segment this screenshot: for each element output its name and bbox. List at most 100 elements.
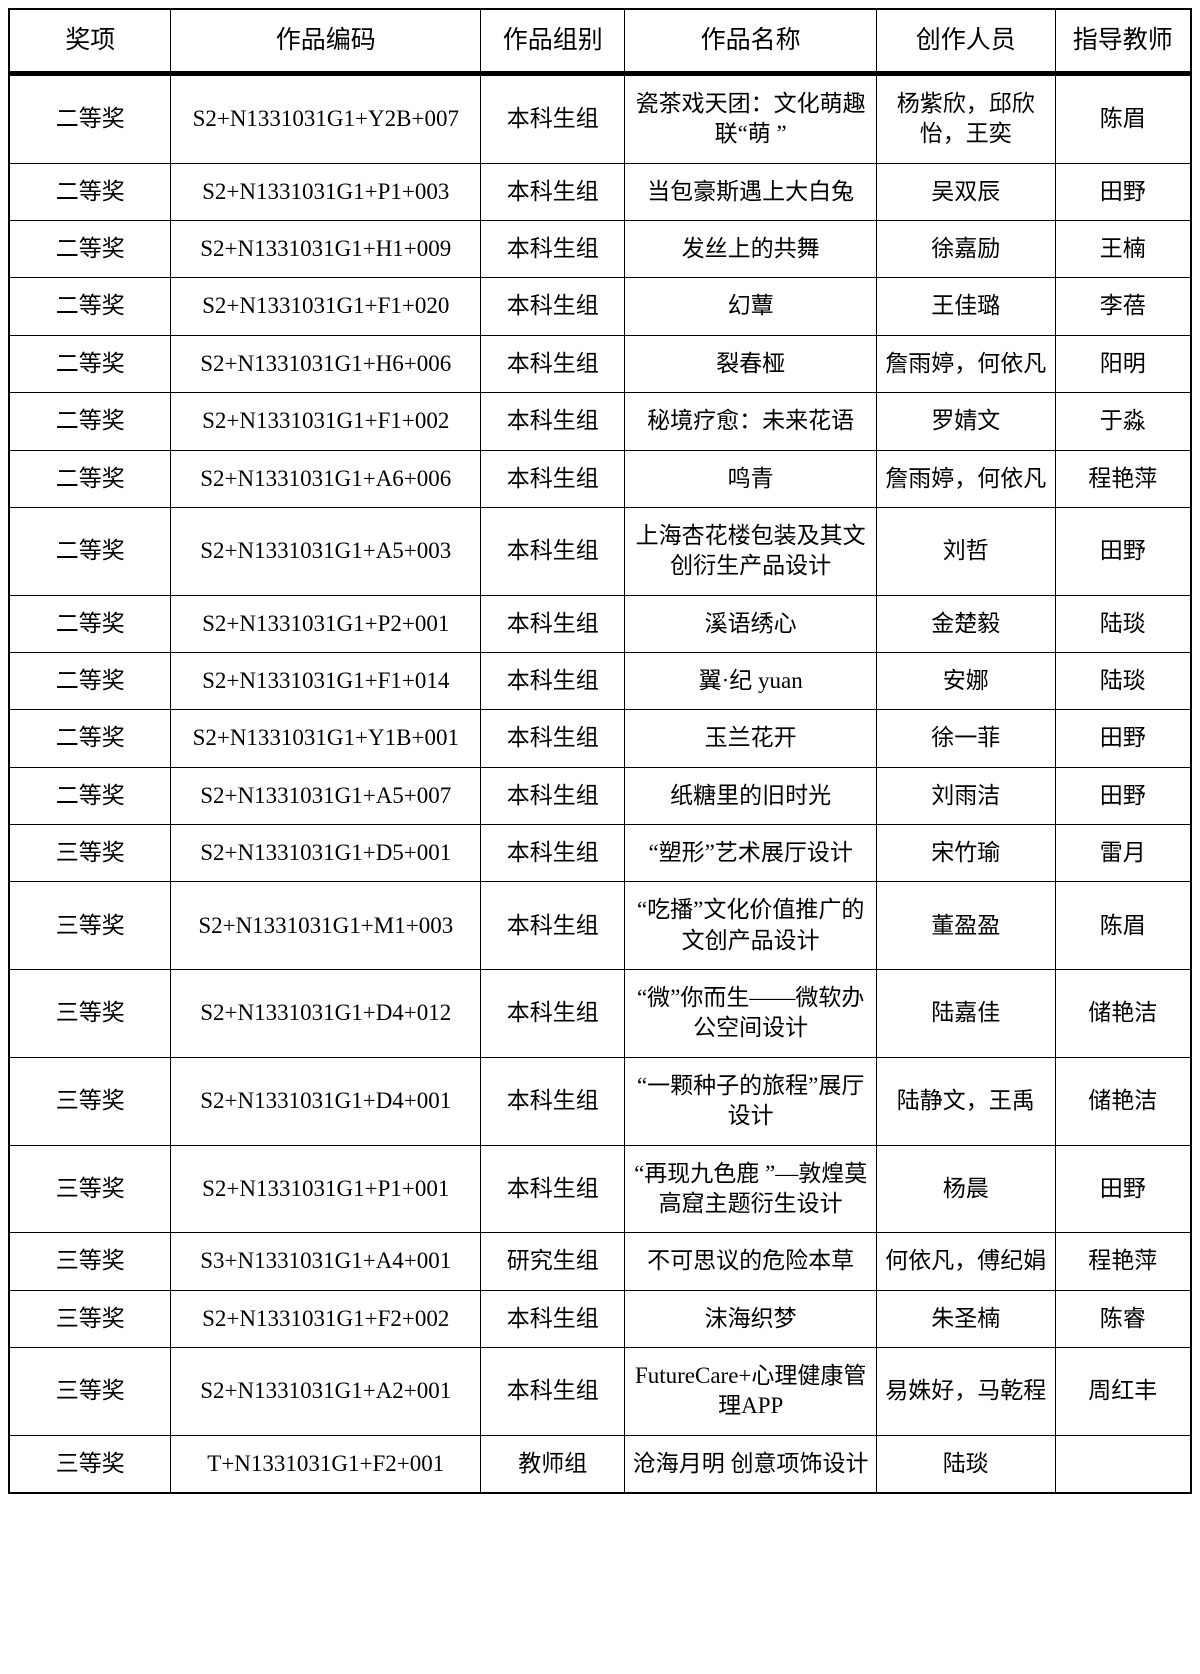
cell-creators: 陆静文，王禹 bbox=[876, 1056, 1056, 1146]
cell-creators: 徐一菲 bbox=[876, 709, 1056, 768]
cell-group: 本科生组 bbox=[480, 766, 626, 826]
cell-group: 本科生组 bbox=[480, 392, 626, 451]
cell-title: 沫海织梦 bbox=[624, 1289, 878, 1348]
cell-code: S2+N1331031G1+D5+001 bbox=[170, 824, 482, 883]
cell-group: 研究生组 bbox=[480, 1232, 626, 1291]
cell-award: 二等奖 bbox=[8, 709, 172, 768]
cell-award: 二等奖 bbox=[8, 392, 172, 451]
cell-creators: 宋竹瑜 bbox=[876, 824, 1056, 883]
cell-code: S2+N1331031G1+A5+007 bbox=[170, 766, 482, 826]
cell-award: 三等奖 bbox=[8, 881, 172, 971]
cell-group: 本科生组 bbox=[480, 162, 626, 222]
cell-title: 纸糖里的旧时光 bbox=[624, 766, 878, 826]
cell-group: 本科生组 bbox=[480, 506, 626, 596]
cell-advisor: 田野 bbox=[1054, 506, 1192, 596]
cell-creators: 吴双辰 bbox=[876, 162, 1056, 222]
table-row: 二等奖 S2+N1331031G1+Y1B+001 本科生组 玉兰花开 徐一菲 … bbox=[8, 709, 1192, 768]
table-row: 三等奖 S2+N1331031G1+A2+001 本科生组 FutureCare… bbox=[8, 1346, 1192, 1436]
cell-code: S2+N1331031G1+H1+009 bbox=[170, 220, 482, 279]
cell-group: 本科生组 bbox=[480, 1144, 626, 1234]
table-row: 二等奖 S2+N1331031G1+A6+006 本科生组 鸣青 詹雨婷，何依凡… bbox=[8, 449, 1192, 508]
column-header-award: 奖项 bbox=[8, 8, 172, 76]
cell-award: 三等奖 bbox=[8, 1144, 172, 1234]
cell-code: S2+N1331031G1+F1+002 bbox=[170, 392, 482, 451]
cell-award: 三等奖 bbox=[8, 1346, 172, 1436]
cell-code: S2+N1331031G1+P2+001 bbox=[170, 594, 482, 653]
table-row: 二等奖 S2+N1331031G1+P2+001 本科生组 溪语绣心 金楚毅 陆… bbox=[8, 594, 1192, 653]
cell-award: 二等奖 bbox=[8, 594, 172, 653]
cell-title: “一颗种子的旅程”展厅设计 bbox=[624, 1056, 878, 1146]
table-row: 二等奖 S2+N1331031G1+H6+006 本科生组 裂春桠 詹雨婷，何依… bbox=[8, 334, 1192, 394]
cell-advisor: 田野 bbox=[1054, 766, 1192, 826]
cell-creators: 杨紫欣，邱欣怡，王奕 bbox=[876, 73, 1056, 164]
cell-code: S2+N1331031G1+D4+012 bbox=[170, 969, 482, 1058]
cell-code: S2+N1331031G1+A5+003 bbox=[170, 506, 482, 596]
cell-group: 本科生组 bbox=[480, 824, 626, 883]
cell-title: FutureCare+心理健康管理APP bbox=[624, 1346, 878, 1436]
table-row: 三等奖 S3+N1331031G1+A4+001 研究生组 不可思议的危险本草 … bbox=[8, 1232, 1192, 1291]
cell-group: 本科生组 bbox=[480, 73, 626, 164]
cell-advisor: 储艳洁 bbox=[1054, 969, 1192, 1058]
cell-advisor: 储艳洁 bbox=[1054, 1056, 1192, 1146]
cell-advisor: 陆琰 bbox=[1054, 594, 1192, 653]
cell-code: S2+N1331031G1+F1+014 bbox=[170, 651, 482, 711]
cell-group: 本科生组 bbox=[480, 1056, 626, 1146]
awards-table: 奖项 作品编码 作品组别 作品名称 创作人员 指导教师 二等奖 S2+N1331… bbox=[8, 8, 1192, 1495]
cell-group: 本科生组 bbox=[480, 449, 626, 508]
cell-code: S2+N1331031G1+A2+001 bbox=[170, 1346, 482, 1436]
cell-code: S2+N1331031G1+P1+001 bbox=[170, 1144, 482, 1234]
cell-advisor: 雷月 bbox=[1054, 824, 1192, 883]
cell-group: 本科生组 bbox=[480, 709, 626, 768]
cell-creators: 罗婧文 bbox=[876, 392, 1056, 451]
cell-group: 本科生组 bbox=[480, 881, 626, 971]
column-header-group: 作品组别 bbox=[480, 8, 626, 76]
table-row: 三等奖 S2+N1331031G1+F2+002 本科生组 沫海织梦 朱圣楠 陈… bbox=[8, 1289, 1192, 1348]
cell-title: 幻蕈 bbox=[624, 277, 878, 336]
cell-advisor: 陈眉 bbox=[1054, 881, 1192, 971]
cell-creators: 詹雨婷，何依凡 bbox=[876, 449, 1056, 508]
cell-group: 本科生组 bbox=[480, 1289, 626, 1348]
cell-title: “微”你而生——微软办公空间设计 bbox=[624, 969, 878, 1058]
cell-advisor: 王楠 bbox=[1054, 220, 1192, 279]
cell-advisor: 陈睿 bbox=[1054, 1289, 1192, 1348]
cell-creators: 刘雨洁 bbox=[876, 766, 1056, 826]
cell-creators: 何依凡，傅纪娟 bbox=[876, 1232, 1056, 1291]
header-row: 奖项 作品编码 作品组别 作品名称 创作人员 指导教师 bbox=[8, 8, 1192, 76]
table-row: 三等奖 T+N1331031G1+F2+001 教师组 沧海月明 创意项饰设计 … bbox=[8, 1434, 1192, 1494]
cell-advisor: 周红丰 bbox=[1054, 1346, 1192, 1436]
column-header-title: 作品名称 bbox=[624, 8, 878, 76]
cell-title: 上海杏花楼包装及其文创衍生产品设计 bbox=[624, 506, 878, 596]
cell-advisor: 程艳萍 bbox=[1054, 449, 1192, 508]
cell-title: 发丝上的共舞 bbox=[624, 220, 878, 279]
table-row: 二等奖 S2+N1331031G1+H1+009 本科生组 发丝上的共舞 徐嘉励… bbox=[8, 220, 1192, 279]
cell-title: 瓷茶戏天团：文化萌趣联“萌 ” bbox=[624, 73, 878, 164]
cell-award: 三等奖 bbox=[8, 1289, 172, 1348]
table-row: 三等奖 S2+N1331031G1+D4+012 本科生组 “微”你而生——微软… bbox=[8, 969, 1192, 1058]
cell-advisor: 李蓓 bbox=[1054, 277, 1192, 336]
cell-creators: 金楚毅 bbox=[876, 594, 1056, 653]
cell-award: 二等奖 bbox=[8, 73, 172, 164]
cell-award: 二等奖 bbox=[8, 162, 172, 222]
cell-creators: 董盈盈 bbox=[876, 881, 1056, 971]
cell-award: 三等奖 bbox=[8, 1232, 172, 1291]
cell-creators: 徐嘉励 bbox=[876, 220, 1056, 279]
table-row: 二等奖 S2+N1331031G1+F1+002 本科生组 秘境疗愈：未来花语 … bbox=[8, 392, 1192, 451]
cell-code: S2+N1331031G1+Y1B+001 bbox=[170, 709, 482, 768]
cell-group: 本科生组 bbox=[480, 969, 626, 1058]
cell-advisor: 陆琰 bbox=[1054, 651, 1192, 711]
table-row: 二等奖 S2+N1331031G1+A5+003 本科生组 上海杏花楼包装及其文… bbox=[8, 506, 1192, 596]
cell-advisor: 田野 bbox=[1054, 1144, 1192, 1234]
cell-group: 本科生组 bbox=[480, 334, 626, 394]
cell-award: 二等奖 bbox=[8, 277, 172, 336]
table-row: 二等奖 S2+N1331031G1+P1+003 本科生组 当包豪斯遇上大白兔 … bbox=[8, 162, 1192, 222]
table-row: 二等奖 S2+N1331031G1+F1+014 本科生组 翼·纪 yuan 安… bbox=[8, 651, 1192, 711]
cell-code: S2+N1331031G1+F1+020 bbox=[170, 277, 482, 336]
cell-advisor: 阳明 bbox=[1054, 334, 1192, 394]
cell-title: 溪语绣心 bbox=[624, 594, 878, 653]
table-row: 三等奖 S2+N1331031G1+D5+001 本科生组 “塑形”艺术展厅设计… bbox=[8, 824, 1192, 883]
cell-title: “吃播”文化价值推广的文创产品设计 bbox=[624, 881, 878, 971]
table-row: 二等奖 S2+N1331031G1+F1+020 本科生组 幻蕈 王佳璐 李蓓 bbox=[8, 277, 1192, 336]
cell-advisor: 田野 bbox=[1054, 709, 1192, 768]
cell-title: 裂春桠 bbox=[624, 334, 878, 394]
cell-code: S2+N1331031G1+D4+001 bbox=[170, 1056, 482, 1146]
